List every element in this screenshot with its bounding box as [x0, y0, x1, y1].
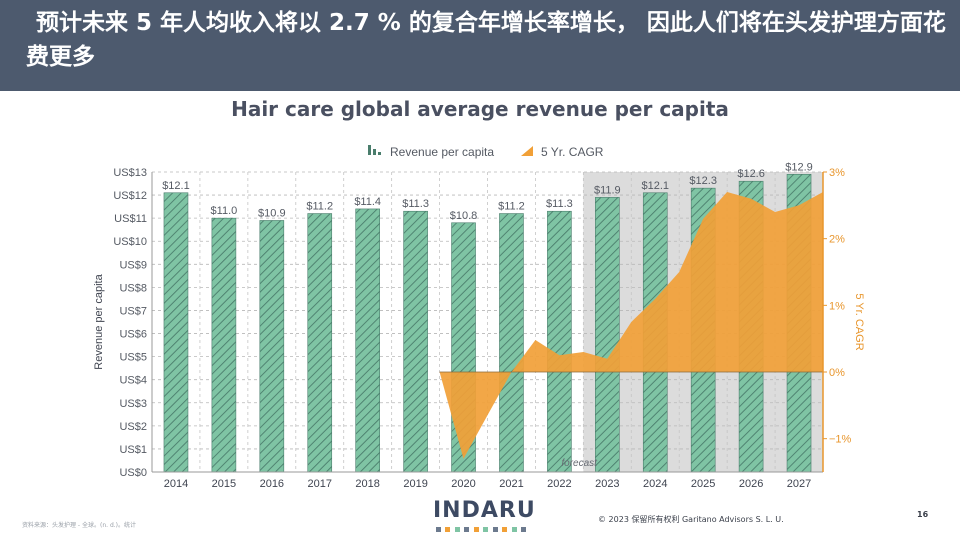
logo-square	[483, 527, 489, 532]
bar-label-2018: $11.4	[354, 196, 381, 208]
y-tick-label: US$1	[119, 444, 147, 456]
x-tick-label-2026: 2026	[739, 478, 763, 490]
legend-bar-icon	[378, 152, 381, 155]
logo-square	[511, 527, 517, 532]
slide-header: 预计未来 5 年人均收入将以 2.7 % 的复合年增长率增长， 因此人们将在头发…	[0, 0, 960, 91]
x-tick-label-2014: 2014	[164, 478, 188, 490]
bar-label-2027: $12.9	[785, 161, 813, 173]
indaru-logo: INDARU	[433, 498, 536, 534]
bar-2016	[259, 220, 285, 473]
y-axis-title: Revenue per capita	[93, 273, 105, 369]
y2-tick-label: 2%	[829, 234, 845, 246]
logo-square	[492, 527, 498, 532]
y-tick-label: US$4	[119, 375, 147, 387]
y-tick-label: US$0	[119, 467, 147, 479]
logo-square	[445, 527, 451, 532]
y2-tick-label: 3%	[829, 167, 845, 179]
x-tick-label-2019: 2019	[403, 478, 427, 490]
bar-label-2026: $12.6	[737, 168, 765, 180]
x-tick-label-2022: 2022	[547, 478, 571, 490]
bar-2023	[595, 197, 620, 473]
y-tick-label: US$5	[119, 352, 147, 364]
slide-heading: 预计未来 5 年人均收入将以 2.7 % 的复合年增长率增长， 因此人们将在头发…	[26, 10, 946, 70]
page-number: 16	[917, 510, 929, 519]
y-tick-label: US$6	[119, 329, 147, 341]
y-tick-label: US$12	[113, 190, 147, 202]
legend-revenue-label: Revenue per capita	[390, 145, 494, 159]
legend-cagr-label: 5 Yr. CAGR	[541, 145, 604, 159]
bar-label-2017: $11.2	[306, 201, 333, 213]
y-tick-label: US$9	[119, 259, 147, 271]
x-tick-label-2021: 2021	[499, 478, 523, 490]
bar-label-2019: $11.3	[402, 198, 429, 210]
x-tick-label-2018: 2018	[355, 478, 379, 490]
bar-2015	[211, 217, 237, 473]
logo-square	[502, 527, 508, 532]
y-tick-label: US$10	[113, 236, 147, 248]
forecast-label: forecast	[561, 458, 598, 469]
copyright-text: © 2023 保留所有权利 Garitano Advisors S. L. U.	[598, 515, 784, 524]
bar-label-2016: $10.9	[258, 207, 286, 219]
y-tick-label: US$7	[119, 305, 147, 317]
y2-axis-title: 5 Yr. CAGR	[853, 293, 865, 350]
legend-bar-icon	[373, 149, 376, 155]
y-tick-label: US$3	[119, 398, 147, 410]
bar-label-2021: $11.2	[498, 201, 525, 213]
bar-2014	[163, 192, 189, 473]
bar-label-2014: $12.1	[162, 180, 190, 192]
bar-label-2025: $12.3	[689, 175, 717, 187]
chart-title: Hair care global average revenue per cap…	[231, 97, 729, 121]
legend-cagr-icon	[521, 146, 533, 156]
x-tick-label-2024: 2024	[643, 478, 667, 490]
x-tick-label-2015: 2015	[212, 478, 236, 490]
y-tick-label: US$11	[114, 213, 147, 225]
x-tick-label-2020: 2020	[451, 478, 475, 490]
bar-label-2023: $11.9	[594, 184, 621, 196]
bar-2018	[355, 208, 380, 473]
logo-square	[520, 527, 526, 532]
x-tick-label-2017: 2017	[308, 478, 332, 490]
logo-square	[464, 527, 470, 532]
bar-2019	[403, 210, 428, 473]
y2-tick-label: 1%	[829, 300, 845, 312]
y-tick-label: US$13	[113, 167, 147, 179]
x-tick-label-2016: 2016	[260, 478, 284, 490]
bar-2021	[499, 213, 524, 473]
bar-2022	[547, 210, 572, 473]
bar-2017	[307, 213, 333, 473]
logo-text: INDARU	[433, 498, 536, 523]
bar-label-2015: $11.0	[211, 205, 238, 217]
y-tick-label: US$2	[119, 421, 147, 433]
logo-square	[436, 527, 441, 532]
logo-square	[454, 527, 460, 532]
source-note: 资料来源：头发护理 - 全球。(n. d.)。统计	[22, 522, 136, 529]
bar-label-2024: $12.1	[641, 180, 669, 192]
logo-square	[473, 527, 479, 532]
bar-label-2020: $10.8	[450, 210, 478, 222]
y2-tick-label: −1%	[829, 434, 852, 446]
legend-bar-icon	[368, 145, 371, 155]
y-tick-label: US$8	[119, 282, 147, 294]
bar-label-2022: $11.3	[546, 198, 573, 210]
x-tick-label-2025: 2025	[691, 478, 715, 490]
y2-tick-label: 0%	[829, 367, 845, 379]
logo-squares	[436, 527, 526, 532]
x-tick-label-2023: 2023	[595, 478, 619, 490]
cagr-area	[439, 192, 823, 459]
x-tick-label-2027: 2027	[787, 478, 811, 490]
